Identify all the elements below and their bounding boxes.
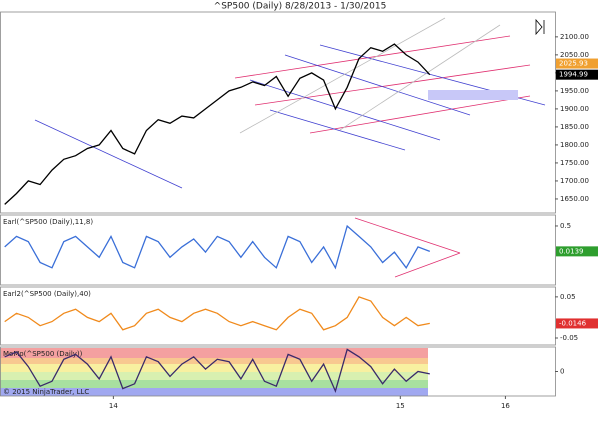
zone [0,364,428,372]
panel-frame [0,11,556,214]
zone [0,372,428,380]
y-tick-label: 1950.00 [560,87,589,95]
scroll-icon[interactable] [535,18,545,36]
trendline [249,79,441,141]
y-tick-label: 1800.00 [560,141,589,149]
panel-title: MoMo(^SP500 (Daily)) [3,350,83,358]
panel-frame [0,214,556,286]
price-marker [556,246,598,257]
panel-frame [0,286,556,346]
series-line [4,43,431,205]
y-tick-label: 1700.00 [560,177,589,185]
price-marker-label: 2025.93 [559,60,588,68]
trendline [339,24,501,131]
trendline [284,54,471,116]
x-tick-label: 14 [109,402,118,410]
y-tick-label: 0.5 [560,222,571,230]
trendlines [34,17,546,278]
price-marker [556,69,598,80]
y-tick-label: 1850.00 [560,123,589,131]
zone [0,358,428,364]
price-marker-label: 1994.99 [559,71,588,79]
price-marker-label: 0.0139 [559,247,584,255]
series-line [4,296,430,331]
price-marker [556,58,598,69]
zone [0,388,428,396]
zone [0,348,428,358]
momo-zones [0,348,428,396]
trendline [254,64,531,106]
y-tick-label: 1650.00 [560,195,589,203]
zone [0,380,428,388]
price-marker [556,318,598,329]
y-tick-label: 0.05 [560,293,576,301]
chart-title: ^SP500 (Daily) 8/28/2013 - 1/30/2015 [214,2,387,12]
y-tick-label: 0 [560,368,564,376]
y-tick-label: 2100.00 [560,33,589,41]
copyright: © 2015 NinjaTrader, LLC [3,388,89,396]
y-tick-label: 2050.00 [560,51,589,59]
x-tick-label: 16 [501,402,510,410]
y-tick-label: -0.05 [560,334,578,342]
trendline [234,35,511,79]
price-marker-label: -0.0146 [559,319,587,327]
zone [428,90,518,100]
series-line [4,348,430,394]
trendline [354,217,461,254]
panel-title: Earl2(^SP500 (Daily),40) [3,290,91,298]
y-tick-label: 1900.00 [560,105,589,113]
y-tick-label: 1750.00 [560,159,589,167]
x-tick-label: 15 [396,402,405,410]
panel-title: Earl(^SP500 (Daily),11,8) [3,218,93,226]
series-line [4,224,431,270]
trendline [239,17,446,134]
trendline [309,95,531,134]
trendline [269,109,406,151]
trendline [34,119,183,189]
trendline [394,252,461,278]
